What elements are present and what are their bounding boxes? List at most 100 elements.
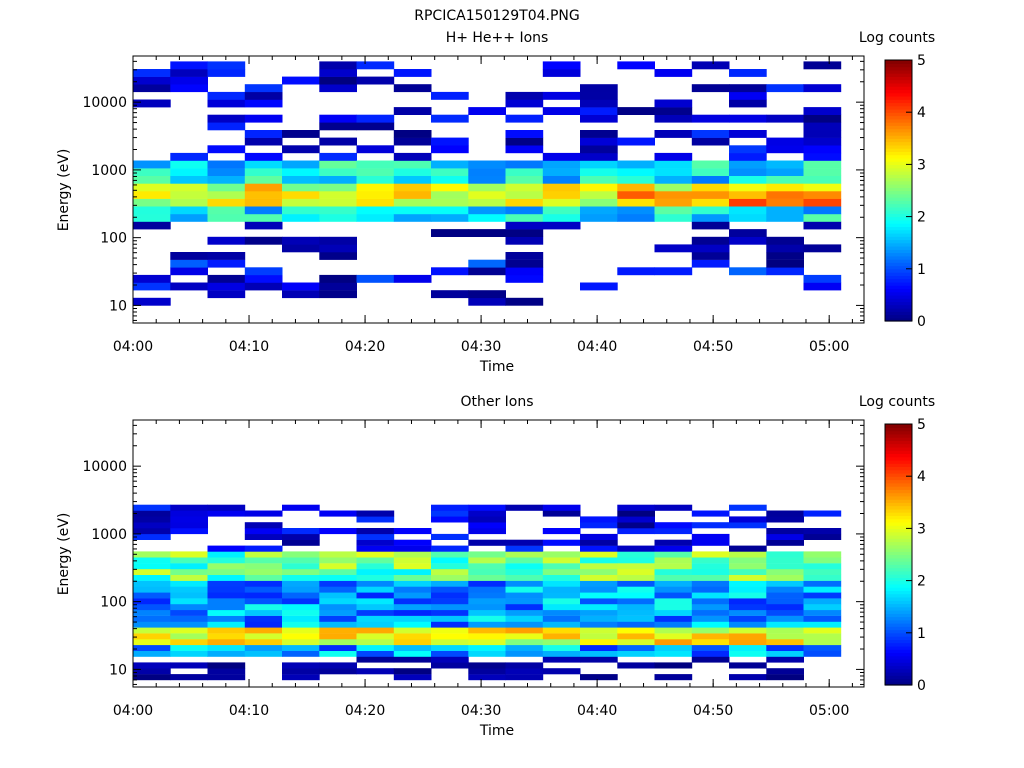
heatmap-cell (319, 198, 357, 207)
heatmap-cell (654, 244, 693, 253)
colorbar-segment (885, 466, 912, 471)
heatmap-cell (580, 650, 618, 657)
colorbar-segment (885, 446, 912, 451)
x-tick-label: 04:40 (577, 339, 617, 355)
heatmap-cell (542, 221, 581, 230)
heatmap-cell (729, 563, 767, 570)
heatmap-cell (319, 668, 357, 675)
heatmap-cell (803, 61, 842, 70)
heatmap-cell (580, 522, 618, 529)
heatmap-cell (244, 551, 283, 558)
x-tick-label: 04:50 (693, 703, 733, 719)
heatmap-cell (766, 137, 804, 146)
heatmap-cell (729, 213, 767, 222)
heatmap-cell (542, 656, 581, 663)
heatmap-cell (356, 76, 395, 85)
heatmap-cell (356, 639, 395, 646)
heatmap-cell (170, 627, 208, 634)
heatmap-cell (468, 598, 506, 605)
heatmap-cell (393, 674, 432, 681)
colorbar-tick-label: 4 (917, 469, 926, 485)
panel-h-he-ions: H+ He++ Ions 04:00 04:10 04:20 04:30 04:40 04… (56, 30, 935, 375)
heatmap-cell (356, 168, 395, 176)
colorbar-segment (885, 167, 912, 172)
colorbar-segment (885, 554, 912, 559)
heatmap-cell (207, 592, 246, 599)
heatmap-cell (319, 510, 357, 517)
heatmap-cell (207, 586, 246, 593)
colorbar-segment (885, 219, 912, 224)
heatmap-cell (468, 290, 506, 299)
heatmap-cell (766, 656, 804, 663)
heatmap-cell (691, 84, 730, 93)
heatmap-cell (654, 539, 693, 546)
colorbar-segment (885, 170, 912, 175)
colorbar-segment (885, 229, 912, 234)
heatmap-cell (133, 662, 171, 669)
colorbar-segment (885, 157, 912, 162)
heatmap-cell (542, 627, 581, 634)
heatmap-cell (691, 244, 730, 253)
colorbar-segment (885, 525, 912, 529)
heatmap-cell (617, 621, 655, 628)
heatmap-cell (133, 516, 171, 523)
heatmap-cell (319, 236, 357, 245)
heatmap-cell (431, 568, 469, 575)
heatmap-cell (766, 114, 804, 123)
heatmap-cell (431, 533, 469, 540)
heatmap-cell (580, 644, 618, 651)
heatmap-cell (542, 598, 581, 605)
heatmap-cell (766, 586, 804, 593)
heatmap-cell (803, 568, 842, 575)
heatmap-cell (654, 644, 693, 651)
heatmap-cell (803, 114, 842, 123)
heatmap-cell (691, 609, 730, 616)
heatmap-cell (803, 122, 842, 131)
heatmap-cell (431, 598, 469, 605)
heatmap-cell (244, 221, 283, 230)
heatmap-cell (580, 91, 618, 100)
heatmap-cell (542, 69, 581, 77)
heatmap-cell (542, 615, 581, 622)
heatmap-cell (580, 639, 618, 646)
heatmap-cell (393, 627, 432, 634)
heatmap-cell (170, 198, 208, 207)
heatmap-cell (207, 175, 246, 184)
heatmap-cell (729, 615, 767, 622)
heatmap-cell (170, 168, 208, 176)
x-tick-label: 04:40 (577, 703, 617, 719)
heatmap-cell (282, 598, 320, 605)
heatmap-cell (282, 592, 320, 599)
heatmap-cell (803, 574, 842, 581)
heatmap-cell (580, 609, 618, 616)
colorbar-segment (885, 288, 912, 293)
colorbar-segment (885, 73, 912, 77)
heatmap-cell (133, 84, 171, 93)
heatmap-cell (468, 639, 506, 646)
heatmap-cell (170, 259, 208, 268)
heatmap-cell (133, 674, 171, 681)
colorbar-segment (885, 275, 912, 280)
heatmap-cell (319, 639, 357, 646)
heatmap-cell (766, 528, 804, 535)
x-tick-label: 04:50 (693, 339, 733, 355)
heatmap-cell (505, 609, 544, 616)
heatmap-cell (356, 274, 395, 283)
heatmap-cell (617, 598, 655, 605)
heatmap-cell (729, 557, 767, 564)
colorbar-segment (885, 272, 912, 276)
colorbar-tick-label: 2 (917, 574, 926, 590)
colorbar-segment (885, 613, 912, 618)
heatmap-cell (803, 563, 842, 570)
colorbar-segment (885, 583, 912, 588)
heatmap-cell (580, 615, 618, 622)
heatmap-cell (170, 633, 208, 640)
panel1-ylabel: Energy (eV) (56, 149, 72, 232)
heatmap-cell (505, 297, 544, 306)
heatmap-cell (431, 650, 469, 657)
heatmap-cell (431, 91, 469, 100)
heatmap-cell (244, 598, 283, 605)
heatmap-cell (468, 528, 506, 535)
colorbar-segment (885, 180, 912, 185)
heatmap-cell (505, 252, 544, 260)
